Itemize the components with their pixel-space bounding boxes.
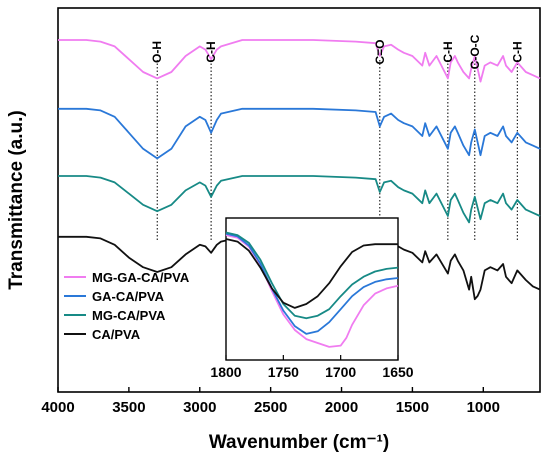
x-tick-label: 2000 [325, 399, 358, 416]
inset-x-axis-ticks: 1800 1750 1700 1650 [210, 355, 414, 380]
peak-label: C-O-C [468, 34, 482, 69]
legend-label: GA-CA/PVA [92, 289, 165, 304]
series-line-0 [58, 39, 541, 83]
inset-tick-label: 1700 [325, 364, 356, 380]
legend-label: CA/PVA [92, 327, 141, 342]
legend-label: MG-GA-CA/PVA [92, 270, 190, 285]
peak-labels: O-H C-H C=O C-H C-O-C C-H [150, 34, 524, 69]
series-lines [58, 39, 541, 301]
inset-series-line-2 [225, 231, 399, 320]
peak-label: C-H [441, 41, 455, 62]
inset-tick-label: 1750 [268, 364, 299, 380]
plot-frame [57, 7, 541, 393]
peak-label: C-H [510, 41, 524, 62]
x-axis-title: Wavenumber (cm⁻¹) [209, 432, 389, 453]
legend: MG-GA-CA/PVA GA-CA/PVA MG-CA/PVA CA/PVA [64, 270, 190, 342]
x-tick-label: 4000 [41, 399, 74, 416]
inset-series-line-1 [225, 232, 399, 335]
x-tick-label: 1500 [396, 399, 429, 416]
inset-tick-label: 1650 [382, 364, 413, 380]
series-line-2 [58, 175, 541, 224]
legend-label: MG-CA/PVA [92, 308, 166, 323]
peak-label: O-H [150, 41, 164, 63]
inset-chart: 1800 1750 1700 1650 [210, 217, 414, 380]
y-axis-title: Transmittance (a.u.) [6, 110, 27, 290]
x-axis-ticks: 4000 3500 3000 2500 2000 1500 1000 [41, 387, 500, 416]
x-tick-label: 2500 [254, 399, 287, 416]
peak-label: C=O [373, 39, 387, 64]
inset-series-line-3 [225, 238, 398, 309]
x-tick-label: 3500 [112, 399, 145, 416]
peak-label: C-H [204, 41, 218, 62]
inset-tick-label: 1800 [210, 364, 241, 380]
x-tick-label: 1000 [467, 399, 500, 416]
inset-frame [225, 217, 399, 361]
series-line-1 [58, 107, 541, 160]
x-tick-label: 3000 [183, 399, 216, 416]
inset-series-lines [225, 231, 399, 348]
series-line-3 [58, 235, 541, 301]
